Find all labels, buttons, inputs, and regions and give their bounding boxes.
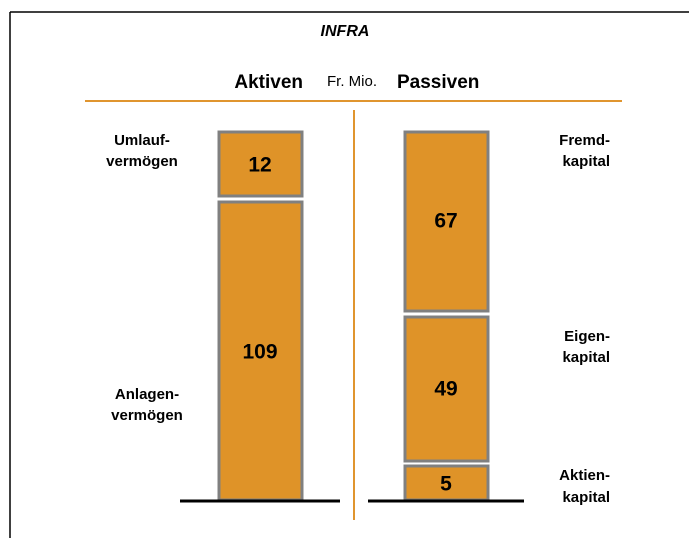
liability-box xyxy=(403,130,490,313)
label: Anlagen- xyxy=(115,386,179,403)
label: Eigen- xyxy=(564,328,610,345)
value: 109 xyxy=(242,341,277,364)
value: 5 xyxy=(440,473,452,496)
asset-box xyxy=(217,130,304,198)
value: 12 xyxy=(248,154,271,177)
liability-box xyxy=(403,464,490,502)
label: Fremd- xyxy=(559,132,610,149)
header-unit: Fr. Mio. xyxy=(327,73,377,90)
label: kapital xyxy=(562,489,610,506)
label: vermögen xyxy=(111,407,183,424)
label: kapital xyxy=(562,153,610,170)
header-right: Passiven xyxy=(397,72,479,93)
value: 49 xyxy=(434,378,457,401)
label: Aktien- xyxy=(559,467,610,484)
label: vermögen xyxy=(106,153,178,170)
value: 67 xyxy=(434,210,457,233)
header-left: Aktiven xyxy=(234,72,303,93)
label: Umlauf- xyxy=(114,132,170,149)
liability-box xyxy=(403,315,490,463)
title: INFRA xyxy=(321,23,370,40)
label: kapital xyxy=(562,349,610,366)
